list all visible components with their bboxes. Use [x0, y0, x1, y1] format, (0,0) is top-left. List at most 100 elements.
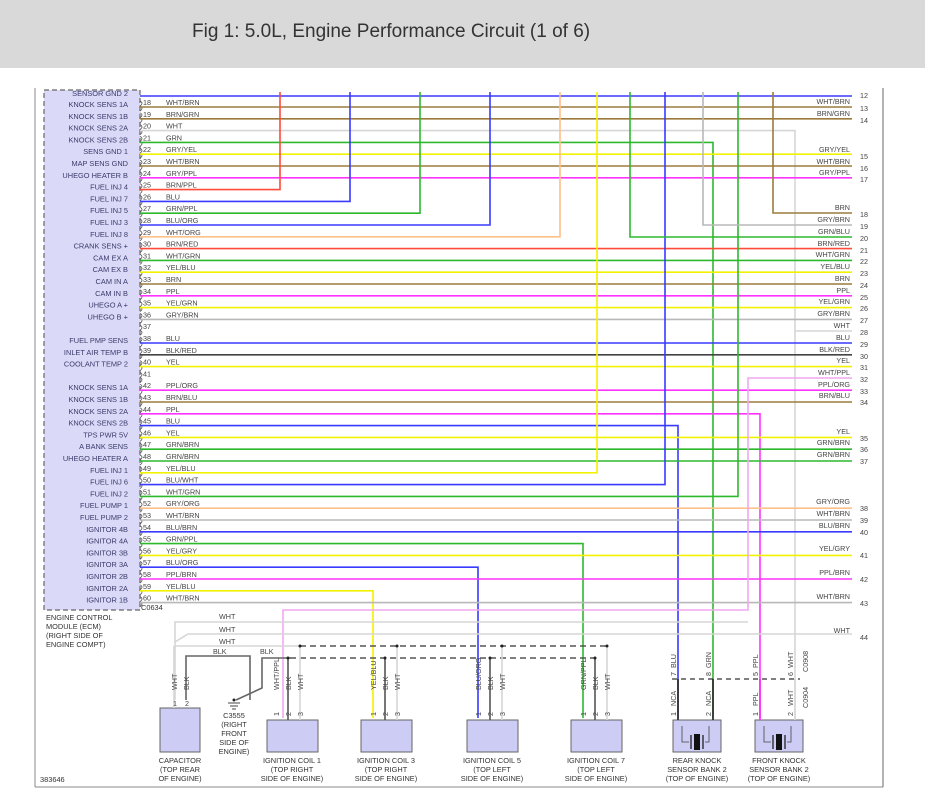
- pin-number: 1: [579, 712, 588, 716]
- ignition-coil-box: [466, 719, 519, 753]
- wire-color-label: YEL/BLU: [166, 263, 196, 272]
- pin-bracket: [139, 360, 143, 371]
- ignition-coil-box: [360, 719, 413, 753]
- wire-color-label: YEL: [166, 428, 180, 437]
- pin-bracket: [139, 348, 143, 360]
- ecm-pin-label: FUEL PUMP 1: [80, 501, 128, 510]
- right-wire-label: BRN/GRN: [817, 109, 850, 118]
- ground-splice: [232, 698, 236, 702]
- component-name: SIDE OF ENGINE): [355, 774, 417, 783]
- piezo-crystal-icon: [694, 734, 700, 750]
- wire-color-label: GRY/PPL: [166, 169, 197, 178]
- ecm-pin-label: CAM IN A: [96, 277, 129, 286]
- pin-number: 1: [369, 712, 378, 716]
- wire-color-label: BLU/BRN: [166, 523, 197, 532]
- wire-color-label: WHT/BRN: [166, 511, 200, 520]
- pin-bracket: [139, 183, 143, 194]
- pin-bracket: [139, 301, 143, 312]
- wire-color-label: YEL/BLU: [166, 582, 196, 591]
- right-wire-label: WHT: [834, 321, 851, 330]
- splice-dot: [298, 644, 302, 648]
- right-pin-number: 36: [860, 445, 868, 454]
- right-pin-number: 41: [860, 551, 868, 560]
- connector-label-c0904: C0904: [801, 687, 810, 708]
- right-pin-number: 44: [860, 633, 868, 642]
- component-name: SIDE OF ENGINE): [461, 774, 523, 783]
- pin-bracket: [139, 112, 143, 124]
- right-pin-number: 13: [860, 104, 868, 113]
- ecm-pin-label: FUEL INJ 6: [90, 478, 128, 487]
- wire-color-label: WHT: [296, 673, 305, 690]
- pin-number: 40: [143, 358, 151, 367]
- pin-number: 47: [143, 440, 151, 449]
- pin-bracket: [139, 218, 143, 230]
- component-name: (TOP OF ENGINE): [748, 774, 811, 783]
- pin-bracket: [139, 313, 143, 324]
- pin-number: 37: [143, 322, 151, 331]
- right-wire-label: PPL/BRN: [819, 568, 850, 577]
- component-name: FRONT KNOCK: [752, 756, 806, 765]
- component-name: (TOP RIGHT: [365, 765, 408, 774]
- pin-bracket: [139, 560, 143, 572]
- pin-bracket: [139, 442, 143, 454]
- right-wire-label: GRN/BRN: [817, 450, 850, 459]
- wire-color-label: BLU/ORG: [474, 657, 483, 690]
- pin-number: 59: [143, 582, 151, 591]
- right-pin-number: 30: [860, 352, 868, 361]
- right-pin-number: 19: [860, 222, 868, 231]
- ecm-pin-label: KNOCK SENS 2B: [68, 135, 128, 144]
- wire-color-label: WHT: [170, 673, 179, 690]
- right-pin-number: 33: [860, 387, 868, 396]
- right-pin-number: 22: [860, 257, 868, 266]
- pin-bracket: [139, 100, 143, 112]
- wire-color-label: WHT: [166, 122, 183, 131]
- wire-color-label: BLU/ORG: [166, 216, 199, 225]
- component-name: SIDE OF ENGINE): [565, 774, 627, 783]
- pin-number: 5: [751, 672, 760, 676]
- wire-pin-57: [140, 566, 479, 718]
- ecm-pin-label: IGNITOR 4B: [86, 525, 128, 534]
- wire-wht-bus-44: [174, 633, 852, 643]
- wire-color-label: GRN/BRN: [166, 452, 199, 461]
- component-name: CAPACITOR: [159, 756, 201, 765]
- wire-color-label: WHT/PPL: [272, 658, 281, 690]
- right-wire-label: WHT: [834, 626, 851, 635]
- pin-bracket: [139, 549, 143, 560]
- wire-wht-bus-1: [174, 621, 748, 700]
- right-wire-label: BRN: [835, 274, 850, 283]
- right-wire-label: YEL: [836, 427, 850, 436]
- pin-number: 19: [143, 110, 151, 119]
- right-pin-number: 40: [860, 528, 868, 537]
- pin-number: 58: [143, 570, 151, 579]
- right-wire-label: GRY/ORG: [816, 497, 850, 506]
- wire-color-label: GRN/BRN: [166, 440, 199, 449]
- ecm-pin-label: FUEL INJ 4: [90, 183, 128, 192]
- pin-number: 2: [704, 712, 713, 716]
- ecm-pin-label: IGNITOR 2B: [86, 572, 128, 581]
- wire-color-label: WHT/ORG: [166, 228, 201, 237]
- splice-dot: [593, 656, 597, 660]
- ecm-pin-label: KNOCK SENS 1B: [68, 112, 128, 121]
- right-pin-number: 28: [860, 328, 868, 337]
- ecm-pin-label: FUEL INJ 8: [90, 230, 128, 239]
- component-name: IGNITION COIL 5: [463, 756, 521, 765]
- wire-color-label: BLK: [486, 676, 495, 690]
- ignition-coil-box: [266, 719, 319, 753]
- wire-color-label: WHT: [498, 673, 507, 690]
- right-wire-label: PPL/ORG: [818, 380, 850, 389]
- pin-bracket: [139, 195, 143, 206]
- right-wire-label: BLU: [836, 333, 850, 342]
- wire-color-label: YEL/GRN: [166, 299, 198, 308]
- pin-number: 32: [143, 263, 151, 272]
- ecm-pin-label: KNOCK SENS 1B: [68, 395, 128, 404]
- pin-number: 1: [272, 712, 281, 716]
- pin-bracket: [139, 206, 143, 218]
- right-pin-number: 17: [860, 175, 868, 184]
- wire-pin-45: [140, 424, 679, 718]
- pin-number: 29: [143, 228, 151, 237]
- wire-color-label: GRN/PPL: [166, 204, 198, 213]
- right-wire-label: BLU/BRN: [819, 521, 850, 530]
- right-wire-label: YEL: [836, 356, 850, 365]
- wire-color-label: BRN/BLU: [166, 393, 197, 402]
- ecm-pin-label: FUEL INJ 7: [90, 194, 128, 203]
